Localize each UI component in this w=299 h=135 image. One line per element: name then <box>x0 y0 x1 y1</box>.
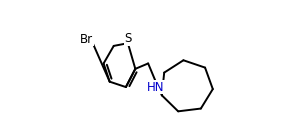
Text: Br: Br <box>80 33 93 46</box>
Text: HN: HN <box>147 81 164 94</box>
Text: S: S <box>124 32 132 45</box>
